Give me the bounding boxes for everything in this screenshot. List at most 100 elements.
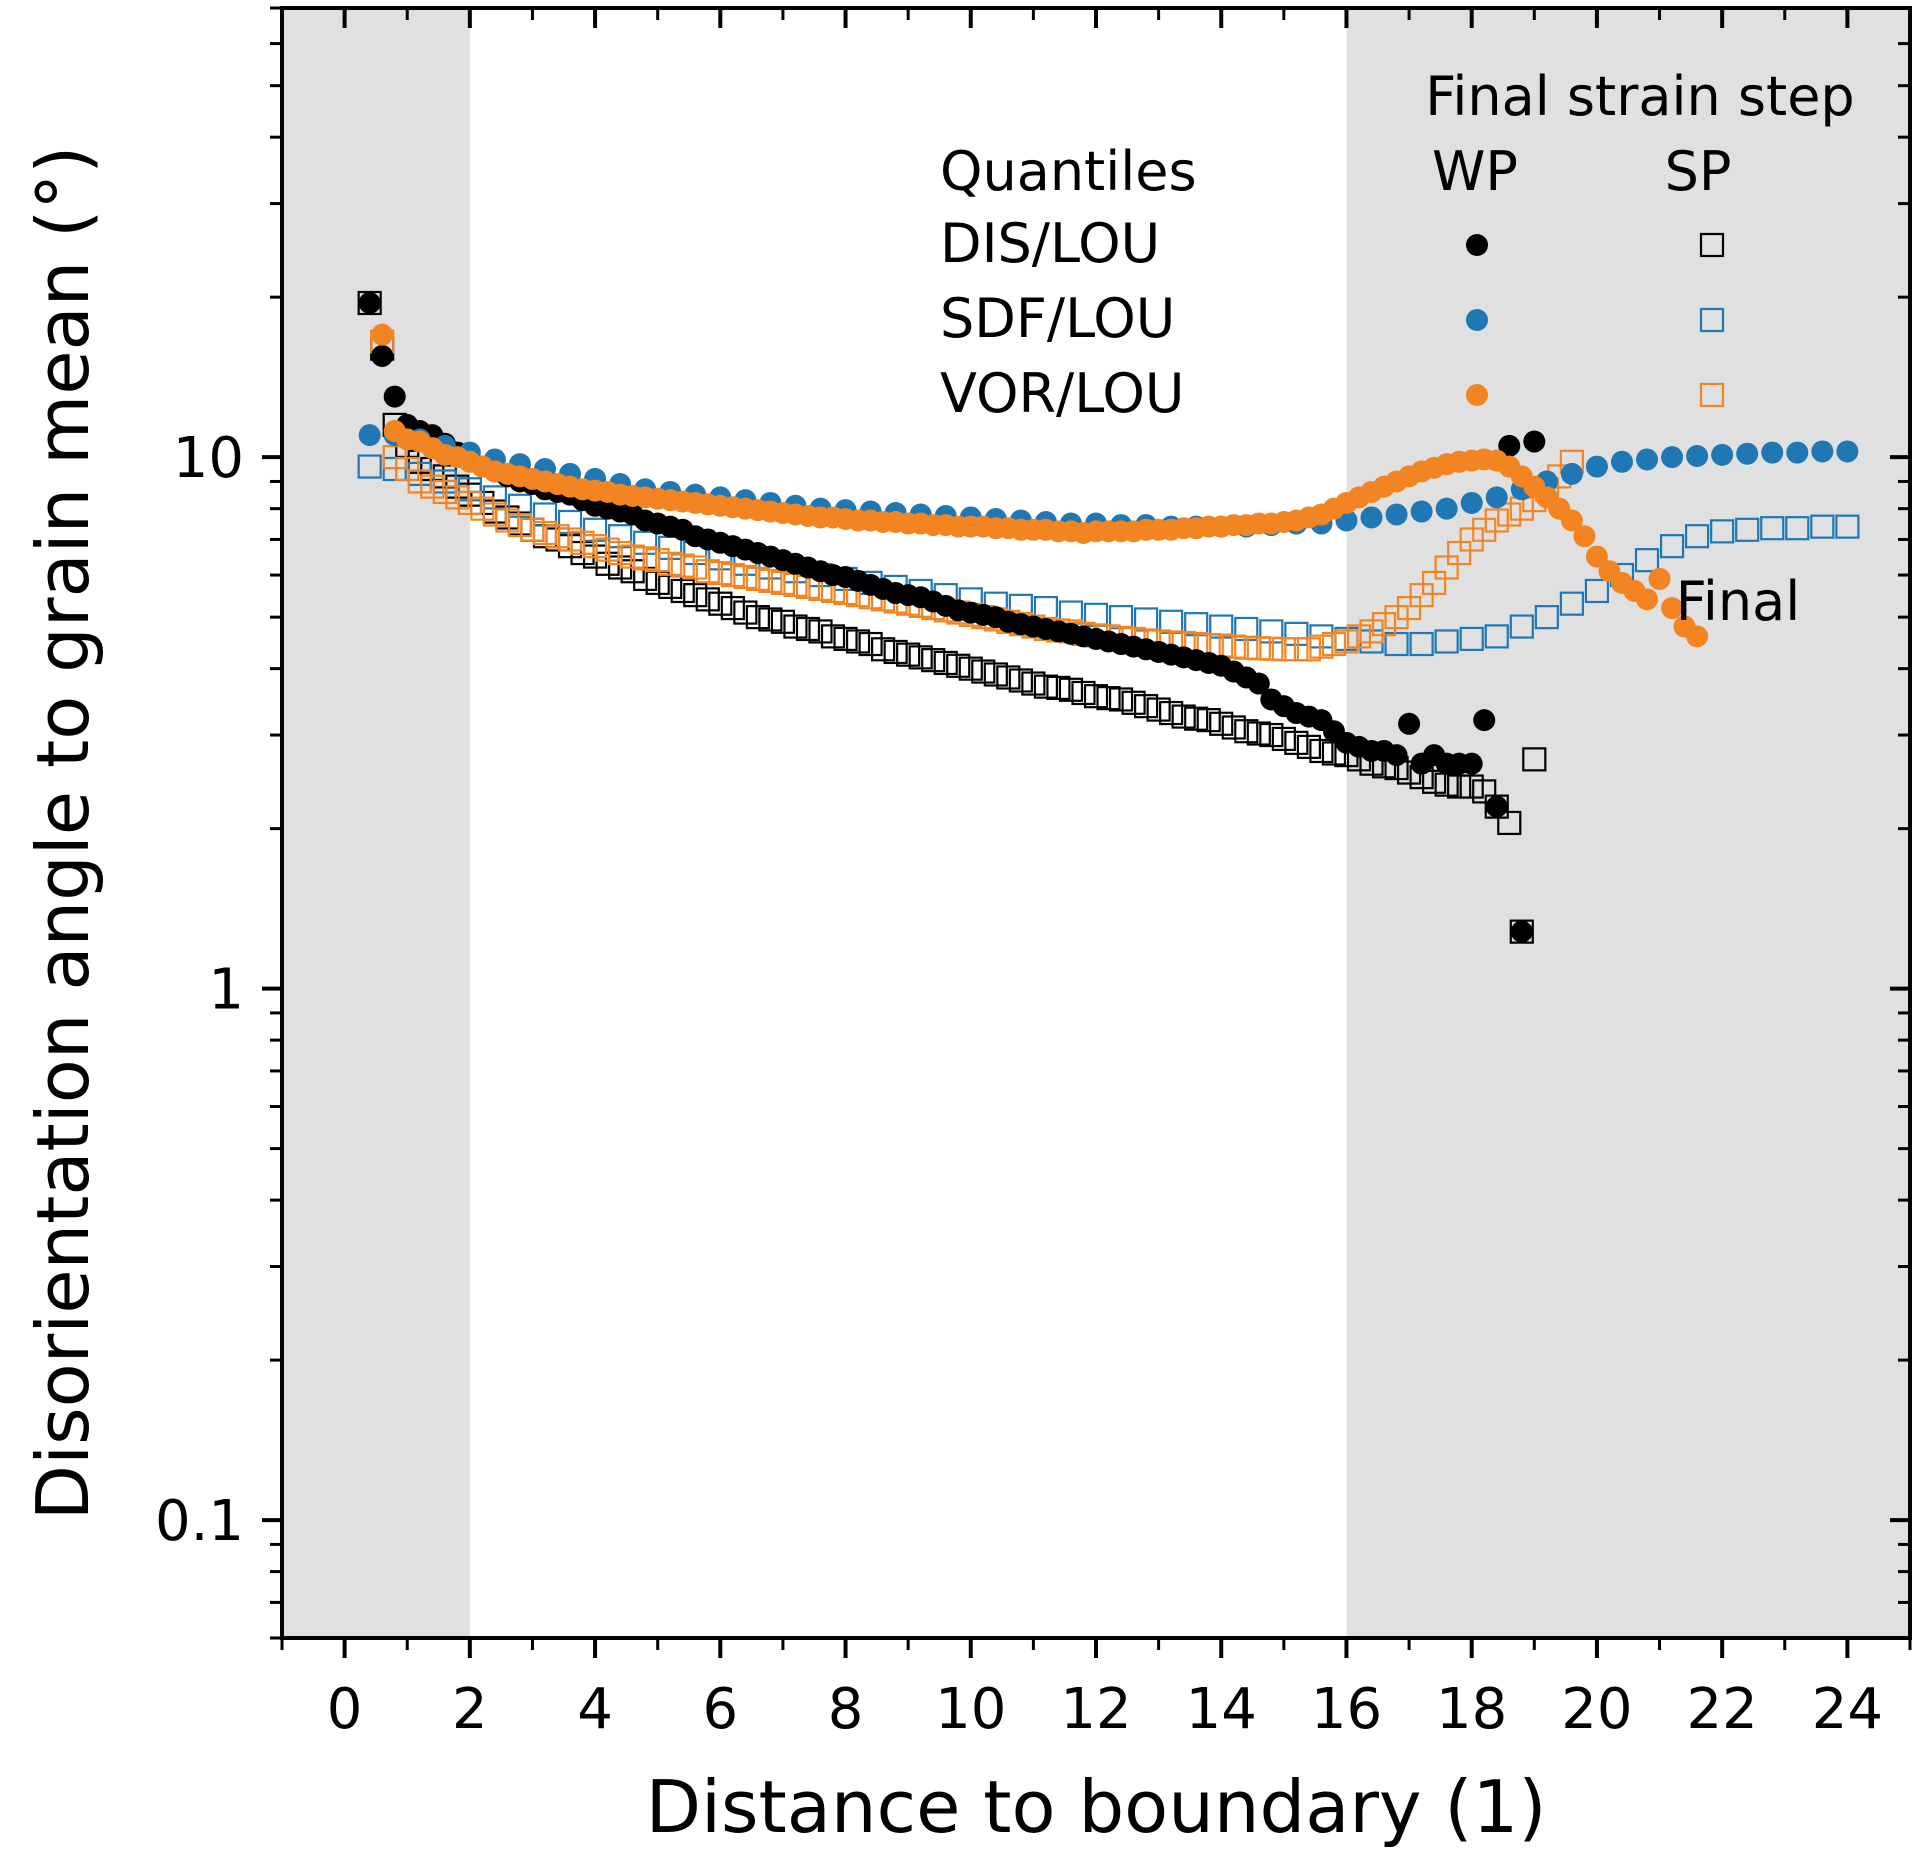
data-point — [946, 653, 971, 678]
data-point — [1108, 605, 1134, 630]
data-point — [1209, 711, 1234, 736]
data-point — [1259, 619, 1284, 644]
y-tick-label: 10 — [173, 426, 244, 491]
data-point — [1585, 455, 1608, 478]
data-point — [357, 454, 382, 479]
data-point — [1636, 588, 1659, 611]
data-point — [1409, 631, 1434, 657]
legend-marker-sp — [1699, 232, 1725, 258]
data-point — [1321, 631, 1347, 657]
data-point — [720, 595, 745, 621]
data-point — [1522, 747, 1547, 772]
data-point — [1634, 548, 1660, 573]
data-point — [432, 479, 457, 505]
data-point — [733, 564, 758, 590]
data-point — [1485, 486, 1508, 509]
data-point — [1046, 675, 1071, 700]
data-point — [1661, 446, 1684, 469]
data-point — [1296, 734, 1321, 759]
data-point — [1498, 434, 1521, 457]
data-point — [545, 524, 570, 549]
data-point — [1497, 810, 1522, 836]
data-point — [1234, 635, 1259, 660]
legend-markers — [1466, 232, 1725, 408]
data-point — [1334, 629, 1359, 654]
data-point — [1058, 677, 1084, 702]
x-tick-label: 10 — [935, 1677, 1006, 1742]
data-point — [1686, 625, 1709, 648]
data-point — [445, 485, 470, 510]
data-point — [1360, 506, 1383, 529]
x-tick-label: 6 — [702, 1677, 738, 1742]
x-tick-label: 24 — [1812, 1677, 1883, 1742]
data-point — [933, 650, 958, 676]
data-point — [745, 566, 770, 592]
data-point — [495, 508, 520, 533]
data-point — [1221, 634, 1246, 659]
data-point — [1284, 637, 1309, 662]
data-point — [582, 517, 608, 542]
data-point — [1810, 514, 1835, 539]
data-point — [1435, 497, 1458, 520]
data-point — [795, 616, 821, 642]
data-point — [1083, 602, 1109, 627]
data-point — [996, 665, 1021, 690]
data-point — [1385, 503, 1408, 526]
data-point — [1610, 450, 1633, 473]
data-point — [1246, 636, 1271, 661]
x-tick-label: 8 — [828, 1677, 864, 1742]
shaded-region-1 — [1346, 8, 1910, 1638]
data-point — [658, 551, 683, 576]
data-point — [1083, 684, 1109, 709]
legend-row-vor-lou: VOR/LOU — [940, 362, 1184, 425]
data-point — [708, 561, 733, 586]
data-point — [1021, 671, 1046, 696]
x-tick-label: 0 — [327, 1677, 363, 1742]
data-point — [520, 517, 545, 542]
data-point — [1422, 570, 1447, 595]
data-point — [1761, 441, 1784, 464]
data-point — [1434, 629, 1459, 654]
data-point — [783, 614, 808, 639]
legend-marker-sp — [1699, 382, 1725, 408]
data-point — [633, 566, 658, 592]
legend-marker-sp — [1699, 307, 1725, 333]
data-point — [1573, 525, 1596, 548]
data-point — [557, 509, 583, 535]
data-point — [1409, 583, 1434, 608]
data-point — [758, 607, 783, 632]
data-point — [507, 512, 533, 538]
data-point — [1246, 721, 1271, 746]
data-point — [658, 574, 683, 599]
data-point — [395, 456, 420, 482]
legend-row-dis-lou: DIS/LOU — [940, 212, 1160, 275]
data-point — [1184, 612, 1209, 637]
x-tick-label: 20 — [1561, 1677, 1632, 1742]
data-point — [1171, 704, 1196, 729]
data-point — [371, 323, 394, 346]
data-point — [1460, 491, 1483, 514]
data-point — [1585, 545, 1608, 568]
data-point — [1133, 694, 1159, 719]
data-point — [1371, 612, 1397, 637]
data-point — [1447, 540, 1472, 566]
data-point — [1284, 730, 1309, 755]
y-axis-title: Disorientation angle to grain mean (°) — [21, 146, 105, 1521]
data-point — [670, 578, 695, 604]
data-point — [758, 568, 783, 593]
data-point — [595, 537, 620, 562]
data-point — [1033, 674, 1059, 699]
data-point — [1384, 631, 1409, 657]
data-point — [833, 626, 858, 652]
data-point — [971, 659, 996, 684]
data-point — [1184, 706, 1209, 731]
data-point — [1636, 448, 1659, 471]
data-point — [1711, 443, 1734, 466]
data-point — [358, 292, 381, 315]
data-point — [1510, 920, 1533, 943]
data-point — [532, 502, 558, 527]
data-point — [557, 527, 583, 552]
data-point — [1396, 595, 1422, 621]
data-point — [1686, 444, 1709, 467]
